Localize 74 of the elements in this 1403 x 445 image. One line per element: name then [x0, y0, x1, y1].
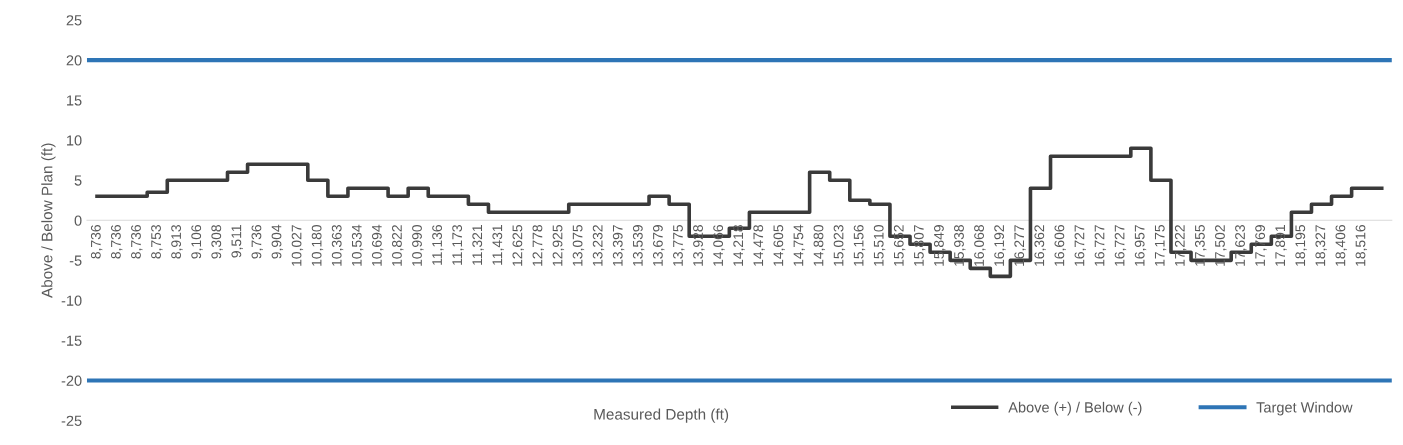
y-tick-label: -20 [61, 375, 82, 386]
x-tick-label: 10,534 [351, 224, 364, 266]
x-tick-label: 8,736 [110, 225, 123, 259]
x-tick-label: 15,807 [913, 225, 926, 266]
x-tick-label: 10,027 [291, 225, 304, 266]
x-tick-label: 15,156 [853, 225, 866, 266]
x-tick-label: 17,355 [1194, 225, 1207, 266]
x-tick-label: 16,727 [1094, 225, 1107, 266]
x-tick-label: 13,775 [673, 225, 685, 266]
x-tick-label: 17,769 [1255, 225, 1267, 266]
x-tick-label: 9,106 [191, 225, 203, 259]
x-tick-label: 13,928 [693, 225, 705, 266]
x-tick-label: 14,880 [813, 224, 826, 266]
x-tick-label: 13,232 [592, 225, 605, 266]
y-tick-label: 20 [66, 55, 82, 66]
x-tick-label: 16,727 [1074, 225, 1086, 266]
x-tick-label: 13,679 [652, 225, 665, 266]
y-tick-label: 15 [67, 95, 82, 106]
y-tick-label: -15 [61, 335, 82, 346]
x-tick-label: 13,539 [632, 225, 645, 266]
x-tick-label: 15,938 [954, 225, 966, 266]
x-tick-label: 14,478 [753, 225, 765, 266]
y-axis-title: Above / Below Plan (ft) [41, 143, 56, 298]
y-tick-label: 5 [74, 175, 82, 186]
x-tick-label: 11,173 [452, 225, 464, 265]
x-tick-label: 10,822 [392, 225, 404, 266]
x-tick-label: 9,736 [251, 225, 263, 259]
x-tick-label: 16,192 [994, 225, 1006, 266]
x-tick-label: 10,363 [331, 225, 344, 266]
x-tick-label: 12,925 [552, 225, 565, 266]
x-tick-label: 16,362 [1034, 225, 1046, 266]
x-tick-label: 18,327 [1315, 225, 1327, 266]
y-tick-label: 25 [66, 15, 82, 26]
y-tick-label: 0 [74, 215, 82, 226]
x-tick-label: 11,321 [472, 225, 484, 265]
x-tick-label: 17,222 [1174, 225, 1187, 266]
x-tick-label: 11,136 [432, 225, 444, 265]
x-tick-label: 10,694 [371, 224, 384, 266]
x-tick-label: 17,623 [1235, 225, 1247, 266]
x-tick-label: 8,736 [131, 225, 143, 259]
x-tick-label: 9,511 [231, 225, 243, 258]
legend-label: Target Window [1256, 401, 1353, 416]
x-tick-label: 16,068 [974, 225, 986, 266]
x-tick-label: 12,778 [532, 225, 545, 266]
y-tick-label: -10 [61, 295, 82, 306]
y-tick-label: 10 [67, 135, 82, 146]
x-tick-label: 16,957 [1134, 225, 1147, 266]
x-tick-label: 9,308 [211, 225, 223, 259]
x-tick-label: 15,849 [934, 225, 946, 266]
y-tick-label: -25 [61, 415, 82, 426]
x-tick-label: 16,606 [1054, 225, 1066, 266]
x-tick-label: 12,625 [512, 225, 524, 266]
legend-label: Above (+) / Below (-) [1008, 401, 1142, 416]
y-tick-label: -5 [69, 255, 82, 266]
x-tick-label: 10,990 [412, 224, 424, 266]
x-tick-label: 8,913 [171, 225, 183, 259]
x-tick-label: 11,431 [492, 225, 504, 265]
x-tick-label: 8,753 [151, 225, 163, 259]
x-tick-label: 14,605 [773, 225, 785, 266]
x-tick-label: 18,406 [1335, 225, 1347, 266]
x-tick-label: 15,023 [833, 225, 846, 266]
x-tick-label: 9,904 [271, 224, 284, 259]
x-tick-label: 13,075 [572, 225, 585, 266]
x-tick-label: 8,736 [90, 225, 103, 259]
x-tick-label: 18,516 [1355, 225, 1368, 266]
x-tick-label: 15,510 [873, 224, 886, 266]
x-tick-label: 18,195 [1295, 225, 1307, 266]
x-tick-label: 14,754 [793, 224, 805, 266]
x-tick-label: 17,502 [1215, 225, 1227, 266]
x-tick-label: 16,727 [1114, 225, 1127, 266]
x-tick-label: 10,180 [311, 224, 324, 266]
x-axis-title: Measured Depth (ft) [594, 408, 729, 423]
x-tick-label: 13,397 [612, 225, 625, 266]
x-tick-label: 17,175 [1154, 225, 1167, 266]
